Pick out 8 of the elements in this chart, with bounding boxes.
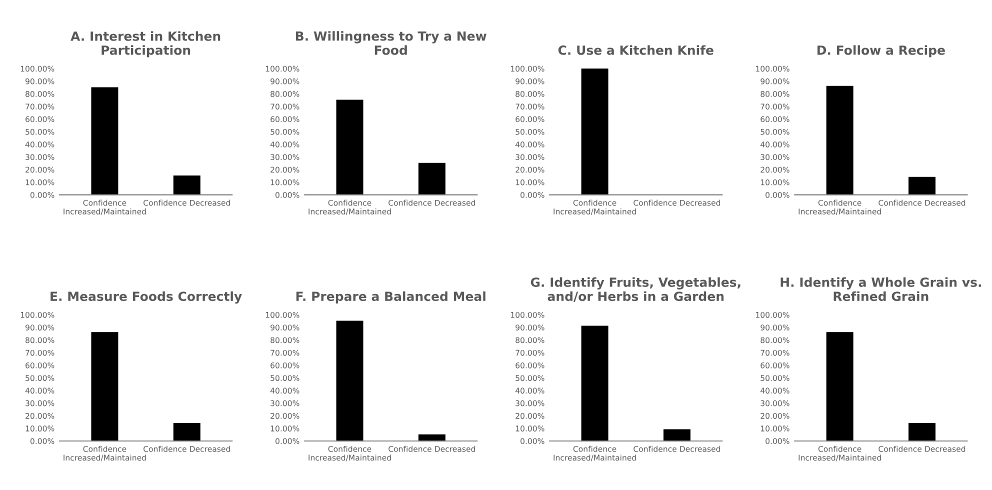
chart-title: F. Prepare a Balanced Meal [296,291,486,304]
chart-title: A. Interest in Kitchen Participation [70,31,220,58]
chart-title: E. Measure Foods Correctly [50,291,242,304]
chart-title: B. Willingness to Try a New Food [296,31,486,55]
chart-title: C. Use a Kitchen Knife [558,45,714,55]
chart-title: D. Follow a Recipe [817,45,945,58]
chart-title: G. Identify Fruits, Vegetables, and/or Herbs in a Garden [530,277,740,302]
chart-title: H. Identify a Whole Grain vs. Refined Grain [780,277,981,302]
